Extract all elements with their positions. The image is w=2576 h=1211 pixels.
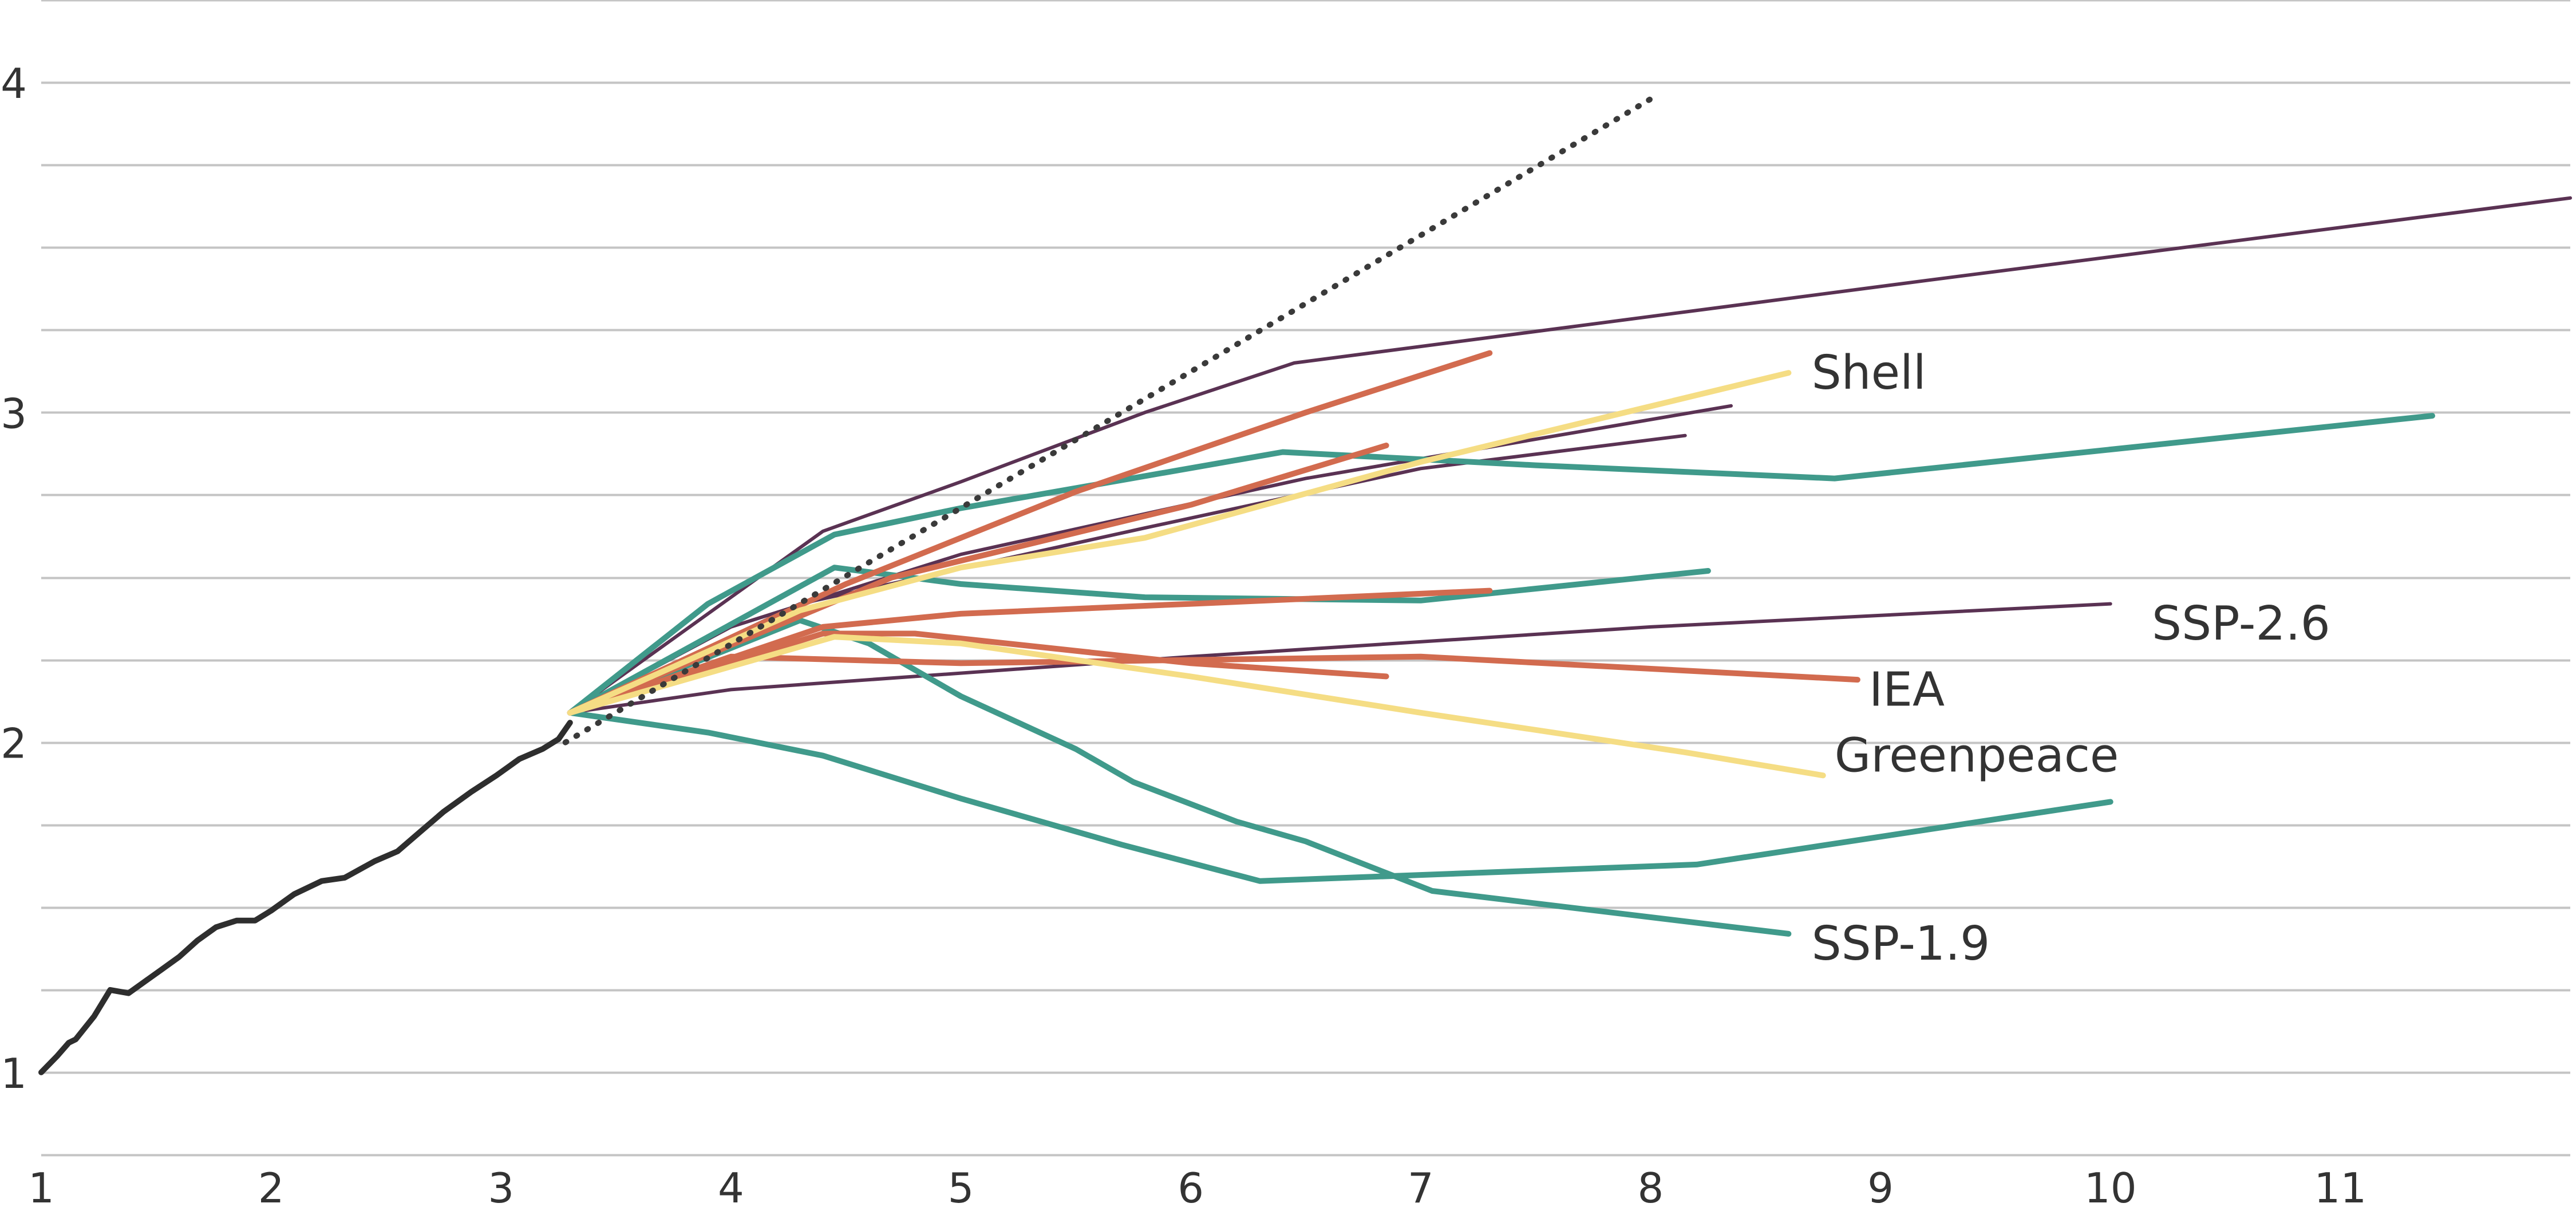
series-line-teal bbox=[567, 709, 2113, 884]
series-lines bbox=[38, 196, 2572, 1075]
gridlines bbox=[41, 0, 2570, 1157]
series-line-orange bbox=[567, 350, 1493, 716]
series-line-yellow bbox=[567, 634, 1826, 779]
x-tick-label: 1 bbox=[28, 1164, 54, 1208]
x-tick-label: 10 bbox=[2084, 1164, 2137, 1208]
series-label: Shell bbox=[1812, 346, 1926, 400]
x-tick-label: 9 bbox=[1867, 1164, 1894, 1208]
trend-line bbox=[562, 96, 1654, 745]
x-tick-label: 2 bbox=[258, 1164, 285, 1208]
x-tick-label: 11 bbox=[2314, 1164, 2367, 1208]
y-tick-label: 4 bbox=[1, 60, 27, 108]
x-tick-label: 8 bbox=[1638, 1164, 1664, 1208]
trend-line-dotted bbox=[562, 96, 1654, 745]
annotations: Shell SSP-2.6 IEA Greenpeace SSP-1.9 bbox=[1812, 346, 2330, 971]
series-line-orange bbox=[567, 630, 1389, 716]
y-tick-label: 1 bbox=[1, 1050, 27, 1098]
series-label: SSP-2.6 bbox=[2152, 597, 2330, 651]
y-tick-label: 3 bbox=[1, 389, 27, 437]
y-tick-label: 2 bbox=[1, 720, 27, 768]
series-label: IEA bbox=[1869, 662, 1945, 717]
series-line-purple bbox=[568, 196, 2572, 715]
x-tick-label: 6 bbox=[1178, 1164, 1204, 1208]
x-tick-label: 7 bbox=[1408, 1164, 1434, 1208]
series-label: Greenpeace bbox=[1835, 729, 2119, 783]
series-label: SSP-1.9 bbox=[1812, 917, 1990, 971]
series-line-history bbox=[38, 720, 573, 1075]
series-line-teal bbox=[567, 413, 2435, 716]
x-tick-label: 5 bbox=[948, 1164, 974, 1208]
x-tick-label: 3 bbox=[488, 1164, 514, 1208]
series-line-purple bbox=[568, 602, 2112, 715]
x-tick-label: 4 bbox=[718, 1164, 744, 1208]
series-line-teal bbox=[567, 565, 1711, 716]
